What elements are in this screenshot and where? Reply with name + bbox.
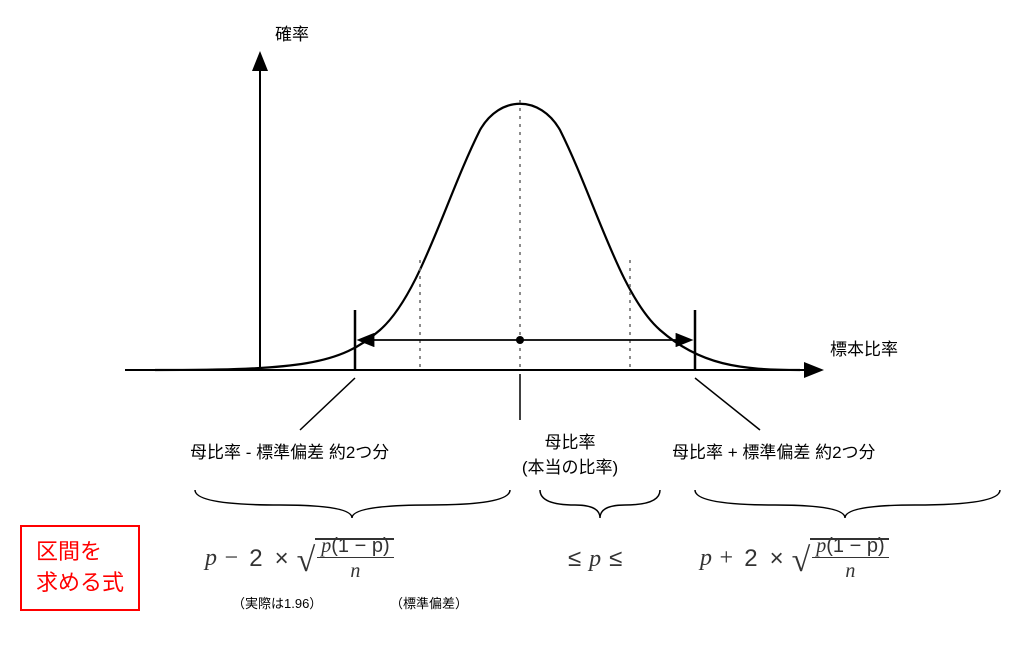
plus-sign: + [718,545,734,572]
conn-left-1 [300,378,355,430]
two-2: 2 [744,545,757,573]
annotation-center-line1: 母比率 [545,433,596,452]
p-var-1: p [205,545,217,572]
conn-right-1 [695,378,760,430]
formula-upper: p + 2 × √ p(1 − p) n [700,535,889,582]
brace-left [195,490,510,518]
frac-2: p(1 − p) n [812,535,888,582]
sqrt-2: √ p(1 − p) n [792,535,889,582]
bell-curve [155,104,800,370]
formula-box-line2: 求める式 [36,570,124,595]
formula-lower: p − 2 × √ p(1 − p) n [205,535,394,582]
leq-2: ≤ [609,545,622,573]
times-2: × [770,545,784,573]
times-1: × [275,545,289,573]
x-axis-label: 標本比率 [830,335,898,360]
annotation-center: 母比率 (本当の比率) [500,428,640,478]
brace-right [695,490,1000,518]
formula-box: 区間を 求める式 [20,525,140,611]
formula-middle: ≤ p ≤ [560,545,630,573]
annotation-right: 母比率 + 標準偏差 約2つ分 [672,438,876,463]
minus-sign: − [223,545,239,572]
y-axis-label: 確率 [275,20,309,45]
p-var-mid: p [589,546,601,573]
sqrt-1: √ p(1 − p) n [297,535,394,582]
note-actual: （実際は1.96） [232,593,322,612]
mean-dot [516,336,524,344]
frac-1: p(1 − p) n [317,535,393,582]
annotation-center-line2: (本当の比率) [522,458,618,477]
leq-1: ≤ [568,545,581,573]
formula-box-line1: 区間を [36,539,102,564]
two-1: 2 [249,545,262,573]
p-var-2: p [700,545,712,572]
note-std: （標準偏差） [390,593,468,612]
annotation-left: 母比率 - 標準偏差 約2つ分 [190,438,389,463]
brace-center [540,490,660,518]
